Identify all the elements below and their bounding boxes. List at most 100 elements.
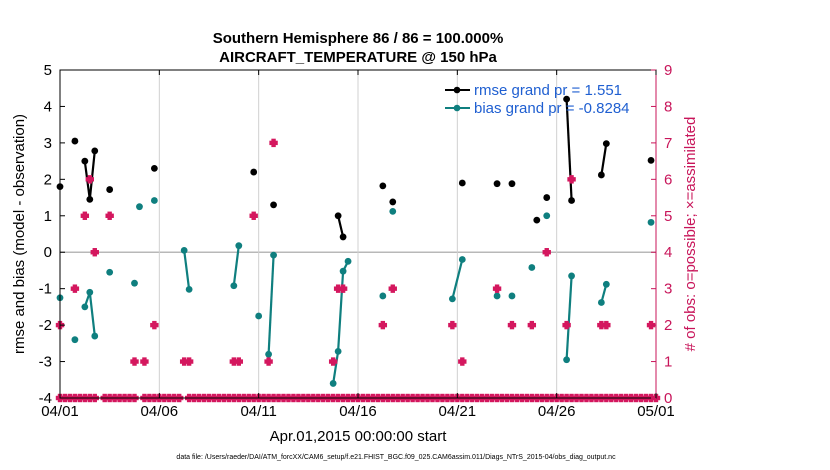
rmse-point bbox=[493, 180, 501, 188]
chart-subtitle: AIRCRAFT_TEMPERATURE @ 150 hPa bbox=[219, 49, 497, 66]
y-tick-label: 2 bbox=[44, 171, 52, 188]
bias-point bbox=[597, 299, 605, 306]
bias-point bbox=[136, 203, 143, 211]
bias-point bbox=[448, 295, 456, 303]
y-tick-label: 5 bbox=[44, 62, 52, 79]
x-tick-label: 04/11 bbox=[240, 403, 276, 420]
bias-point bbox=[91, 332, 99, 340]
series-group bbox=[56, 95, 655, 387]
legend: rmse grand pr = 1.551 bias grand pr = -0… bbox=[445, 82, 630, 117]
legend-label-bias: bias grand pr = -0.8284 bbox=[474, 100, 630, 117]
x-tick-label: 04/21 bbox=[439, 403, 477, 420]
bias-point bbox=[81, 303, 89, 311]
obs-count-marker bbox=[527, 320, 537, 330]
obs-marker-v bbox=[335, 284, 341, 293]
rmse-point bbox=[106, 186, 114, 193]
obs-count-marker bbox=[567, 175, 576, 184]
obs-marker-v bbox=[87, 175, 92, 184]
obs-count-marker bbox=[458, 357, 467, 366]
rmse-point bbox=[270, 201, 277, 209]
x-tick-label: 04/01 bbox=[41, 403, 79, 420]
obs-marker-v bbox=[186, 357, 192, 366]
obs-marker-v bbox=[450, 320, 455, 330]
bias-point bbox=[543, 212, 551, 220]
obs-marker-v bbox=[142, 357, 147, 366]
bias-point bbox=[389, 208, 397, 215]
bias-point bbox=[230, 282, 238, 290]
obs-count-marker bbox=[492, 284, 502, 293]
x-tick-label: 04/06 bbox=[141, 403, 179, 420]
obs-count-marker bbox=[264, 357, 273, 366]
obs-count-marker bbox=[448, 320, 457, 330]
y-tick-label: 0 bbox=[44, 244, 52, 261]
bias-point bbox=[528, 264, 536, 271]
obs-marker-v bbox=[181, 357, 187, 366]
bias-series-line bbox=[451, 259, 464, 300]
rmse-series-line bbox=[565, 99, 573, 201]
rmse-point bbox=[250, 168, 258, 176]
rmse-point bbox=[389, 198, 397, 206]
chart-title: Southern Hemisphere 86 / 86 = 100.000% bbox=[213, 30, 504, 47]
obs-count-marker bbox=[80, 211, 90, 220]
y-tick-label: -4 bbox=[39, 390, 52, 407]
obs-marker-v bbox=[564, 320, 569, 330]
bias-point bbox=[106, 268, 114, 276]
obs-count-marker bbox=[179, 357, 189, 366]
y-tick-label: 1 bbox=[44, 208, 52, 225]
x-tick-label: 04/16 bbox=[339, 403, 377, 420]
legend-marker-bias bbox=[453, 104, 461, 112]
y2-tick-label: 0 bbox=[664, 390, 672, 407]
y2-axis-ticks: 0 1 2 3 4 5 6 7 8 9 bbox=[651, 62, 672, 407]
bias-point bbox=[508, 292, 516, 300]
bias-point bbox=[265, 350, 272, 358]
y-tick-label: 4 bbox=[44, 98, 52, 115]
rmse-point bbox=[543, 194, 551, 201]
rmse-point bbox=[91, 147, 99, 155]
obs-marker-v bbox=[380, 320, 386, 330]
y2-tick-label: 1 bbox=[664, 354, 672, 371]
obs-marker-v bbox=[271, 138, 276, 148]
obs-marker-v bbox=[107, 211, 112, 220]
bias-series-line bbox=[565, 275, 573, 360]
x-axis-ticks: 04/01 04/06 04/11 04/16 04/21 04/26 05/01 bbox=[41, 70, 675, 420]
obs-marker-v bbox=[494, 284, 500, 293]
rmse-point bbox=[597, 171, 605, 179]
obs-count-marker bbox=[328, 357, 338, 366]
bias-series-line bbox=[267, 255, 275, 355]
obs-marker-v bbox=[569, 175, 574, 184]
obs-count-marker bbox=[602, 320, 611, 330]
obs-marker-v bbox=[529, 320, 535, 330]
obs-marker-v bbox=[509, 320, 515, 330]
y2-tick-label: 8 bbox=[664, 98, 672, 115]
rmse-point bbox=[71, 137, 79, 145]
obs-marker-v bbox=[236, 357, 241, 366]
bias-point bbox=[131, 279, 138, 287]
bias-series-line bbox=[183, 250, 191, 290]
bias-point bbox=[185, 285, 193, 293]
obs-count-marker bbox=[378, 320, 388, 330]
obs-marker-v bbox=[251, 211, 256, 220]
bias-point bbox=[602, 280, 610, 288]
obs-marker-v bbox=[231, 357, 237, 366]
obs-count-marker bbox=[562, 320, 571, 330]
obs-count-marker bbox=[269, 138, 278, 148]
obs-marker-v bbox=[340, 284, 346, 293]
y2-tick-label: 6 bbox=[664, 171, 672, 188]
obs-marker-v bbox=[132, 357, 137, 366]
obs-marker-v bbox=[599, 320, 604, 330]
obs-marker-v bbox=[604, 320, 609, 330]
bias-point bbox=[563, 356, 570, 364]
obs-marker-v bbox=[92, 248, 97, 257]
bias-point bbox=[270, 251, 277, 259]
obs-marker-v bbox=[330, 357, 336, 366]
bias-point bbox=[71, 336, 79, 344]
y2-tick-label: 9 bbox=[664, 62, 672, 79]
bias-point bbox=[180, 247, 188, 254]
obs-marker-v bbox=[72, 284, 78, 293]
obs-count-marker bbox=[105, 211, 114, 220]
rmse-point bbox=[533, 216, 541, 224]
y2-tick-label: 4 bbox=[664, 244, 672, 261]
rmse-point bbox=[602, 140, 610, 148]
obs-count-marker bbox=[388, 284, 397, 293]
y2-tick-label: 2 bbox=[664, 317, 672, 334]
